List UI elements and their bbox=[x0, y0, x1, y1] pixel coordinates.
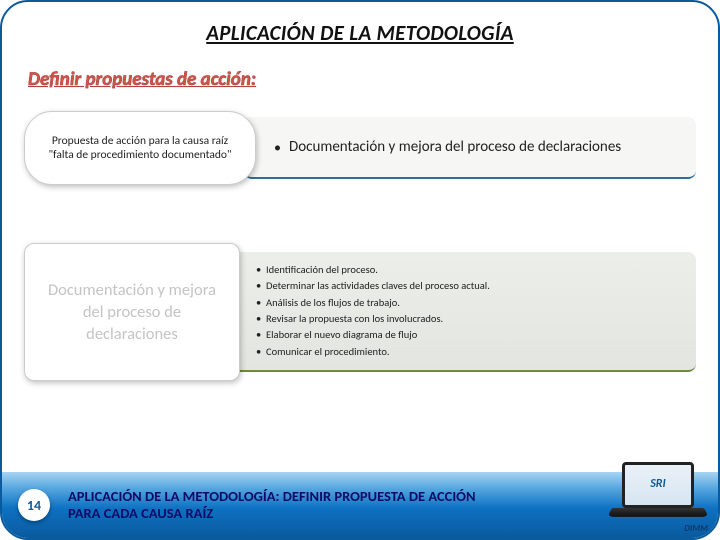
proposal-bar: • Documentación y mejora del proceso de … bbox=[244, 117, 696, 179]
list-item: •Análisis de los flujos de trabajo. bbox=[256, 295, 684, 311]
detail-list: •Identificación del proceso. •Determinar… bbox=[232, 252, 696, 372]
row-detail: Documentación y mejora del proceso de de… bbox=[24, 243, 696, 381]
laptop-tag: DIMM bbox=[684, 523, 708, 534]
slide-subtitle: Definir propuestas de acción: bbox=[28, 68, 718, 91]
bullet-icon: • bbox=[274, 139, 281, 156]
detail-card: Documentación y mejora del proceso de de… bbox=[24, 243, 240, 381]
list-item: •Identificación del proceso. bbox=[256, 262, 684, 278]
proposal-bar-text: Documentación y mejora del proceso de de… bbox=[289, 138, 621, 156]
list-item: •Determinar las actividades claves del p… bbox=[256, 278, 684, 294]
proposal-pill: Propuesta de acción para la causa raíz "… bbox=[24, 111, 256, 185]
footer-bar: 14 APLICACIÓN DE LA METODOLOGÍA: DEFINIR… bbox=[2, 472, 718, 538]
row-proposal: Propuesta de acción para la causa raíz "… bbox=[24, 111, 696, 185]
list-item: •Elaborar el nuevo diagrama de flujo bbox=[256, 327, 684, 343]
list-item-text: Determinar las actividades claves del pr… bbox=[266, 278, 490, 294]
list-item: •Comunicar el procedimiento. bbox=[256, 344, 684, 360]
laptop-screen: SRI bbox=[622, 462, 694, 508]
list-item-text: Identificación del proceso. bbox=[266, 262, 378, 278]
laptop-base bbox=[607, 508, 709, 517]
list-item-text: Comunicar el procedimiento. bbox=[266, 344, 390, 360]
slide-title: APLICACIÓN DE LA METODOLOGÍA bbox=[2, 20, 718, 46]
list-item-text: Revisar la propuesta con los involucrado… bbox=[266, 311, 443, 327]
list-item: •Revisar la propuesta con los involucrad… bbox=[256, 311, 684, 327]
slide: APLICACIÓN DE LA METODOLOGÍA Definir pro… bbox=[0, 0, 720, 540]
footer-title: APLICACIÓN DE LA METODOLOGÍA: DEFINIR PR… bbox=[68, 488, 508, 523]
page-number-badge: 14 bbox=[18, 489, 50, 521]
list-item-text: Elaborar el nuevo diagrama de flujo bbox=[266, 327, 417, 343]
screen-logo: SRI bbox=[625, 477, 691, 491]
list-item-text: Análisis de los flujos de trabajo. bbox=[266, 295, 400, 311]
laptop-icon: SRI DIMM bbox=[608, 462, 708, 532]
